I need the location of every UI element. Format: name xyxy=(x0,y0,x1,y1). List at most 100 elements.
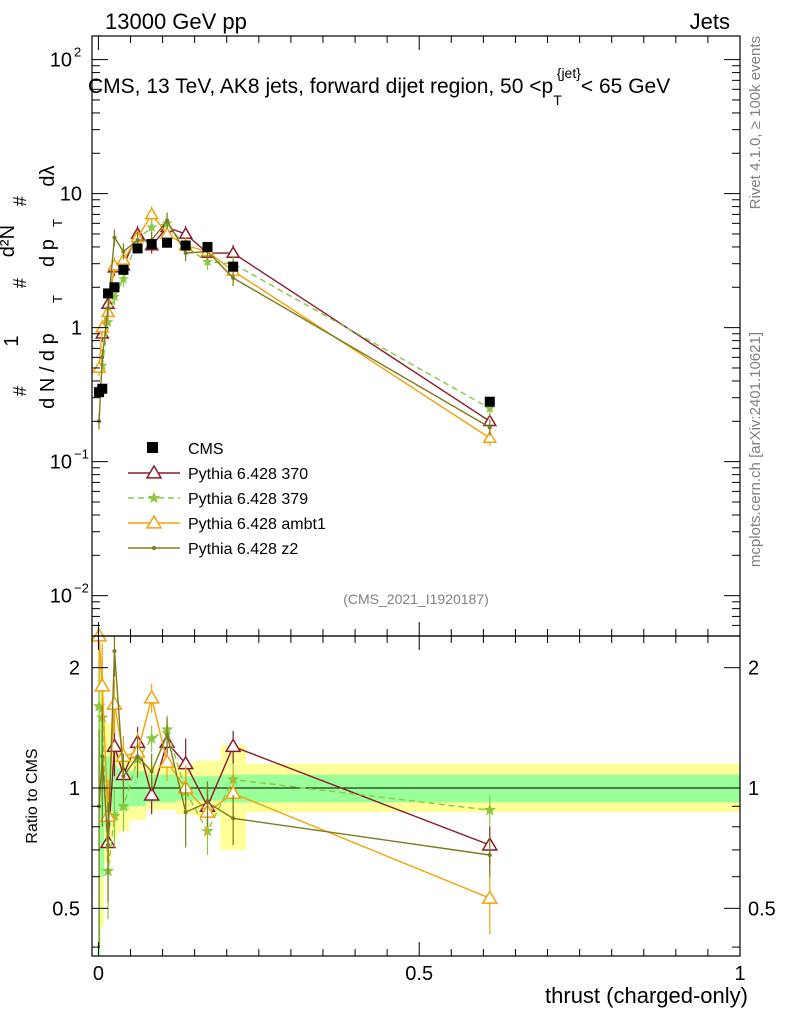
chart-title: CMS, 13 TeV, AK8 jets, forward dijet reg… xyxy=(88,65,670,108)
y-label-text: # 1 d N / d p T # d²N d p T # dλ xyxy=(0,165,67,408)
cms-data-point xyxy=(132,243,143,254)
y-tick-exponent: −2 xyxy=(74,581,89,596)
y-label-d2n: d²N xyxy=(0,225,19,257)
cms-data-point xyxy=(146,239,157,250)
cms-data-point xyxy=(118,264,129,275)
series-point-379 xyxy=(117,273,130,284)
y-tick-exponent: −1 xyxy=(74,447,89,462)
cms-data-point xyxy=(103,288,114,299)
legend-marker-370 xyxy=(145,464,163,479)
legend: CMS Pythia 6.428 370 Pythia 6.428 379 Pythi… xyxy=(128,441,326,558)
ratio-point-ambt1 xyxy=(106,695,123,710)
ratio-y-label: Ratio to CMS xyxy=(24,748,41,843)
x-tick-label: 0.5 xyxy=(405,963,433,985)
series-point-z2 xyxy=(165,218,170,223)
ratio-point-z2 xyxy=(121,774,126,779)
cms-data-point xyxy=(109,282,120,293)
x-tick-label: 0 xyxy=(93,963,104,985)
ratio-band-stat xyxy=(129,771,146,807)
ratio-band-stat xyxy=(157,774,177,803)
series-line-370 xyxy=(101,226,491,422)
series-point-z2 xyxy=(121,249,126,254)
y-label-hash1: # xyxy=(10,386,30,396)
ratio-band-stat xyxy=(111,765,118,815)
y-label-hash2: # xyxy=(10,278,30,288)
y-label-hash3: # xyxy=(10,196,30,206)
series-point-z2 xyxy=(106,306,111,311)
ratio-point-z2 xyxy=(149,769,154,774)
cms-data-layer xyxy=(94,237,495,407)
series-line-379 xyxy=(101,222,491,409)
series-point-z2 xyxy=(487,425,492,430)
ratio-uncertainty-bands xyxy=(98,636,740,956)
jets-label: Jets xyxy=(690,9,730,34)
ratio-line-379 xyxy=(98,706,490,872)
legend-marker-z2 xyxy=(152,546,156,550)
cms-data-point xyxy=(484,396,495,407)
series-point-379 xyxy=(201,255,213,267)
series-line-ambt1 xyxy=(98,213,491,439)
ratio-tick-label-right: 1 xyxy=(748,778,759,800)
ratio-line-z2 xyxy=(98,651,490,856)
cms-data-point xyxy=(180,240,191,251)
ratio-point-z2 xyxy=(183,810,188,815)
ratio-point-370 xyxy=(143,786,160,801)
series-point-379 xyxy=(146,221,158,233)
ratio-line-ambt1 xyxy=(98,635,491,899)
cms-data-point xyxy=(202,241,213,252)
y-tick-label: 10 xyxy=(50,452,72,474)
legend-marker-379 xyxy=(147,491,161,504)
y-tick-label: 10 xyxy=(60,184,82,206)
y-label-sub-t1: T xyxy=(50,295,65,303)
y-tick-label: 1 xyxy=(71,318,82,340)
ratio-point-z2 xyxy=(100,754,105,759)
mcplots-label: mcplots.cern.ch [arXiv:2401.10621] xyxy=(747,332,764,567)
ratio-plot-frame xyxy=(91,635,741,957)
y-label-dpt: d p xyxy=(37,239,59,267)
y-label-dlambda: dλ xyxy=(37,165,59,186)
legend-label-z2: Pythia 6.428 z2 xyxy=(188,541,298,558)
ratio-point-379 xyxy=(145,731,159,744)
ratio-point-379 xyxy=(117,799,130,812)
collision-label: 13000 GeV pp xyxy=(105,9,247,34)
series-point-ambt1 xyxy=(144,206,159,220)
y-axis-label: # 1 d N / d p T # d²N d p T # dλ xyxy=(0,165,67,408)
ratio-point-ambt1 xyxy=(90,627,108,642)
legend-label-379: Pythia 6.428 379 xyxy=(188,491,308,508)
legend-marker-cms xyxy=(147,442,158,453)
ratio-point-z2 xyxy=(135,754,140,759)
ratio-tick-label-left: 2 xyxy=(69,658,80,680)
y-label-dndpt: d N / d p xyxy=(37,333,59,409)
ratio-point-z2 xyxy=(205,800,210,805)
ratio-point-z2 xyxy=(487,852,492,857)
ratio-tick-label-right: 2 xyxy=(748,658,759,680)
rivet-version-label: Rivet 4.1.0, ≥ 100k events xyxy=(747,36,764,209)
chart-title-main: CMS, 13 TeV, AK8 jets, forward dijet reg… xyxy=(88,65,670,108)
legend-label-ambt1: Pythia 6.428 ambt1 xyxy=(188,516,326,533)
ratio-point-z2 xyxy=(165,732,170,737)
title-sup-jet: {jet} xyxy=(557,65,581,81)
ratio-point-z2 xyxy=(231,816,236,821)
ratio-point-ambt1 xyxy=(158,753,176,768)
ratio-tick-label-left: 1 xyxy=(69,778,80,800)
y-tick-label: 10 xyxy=(50,50,72,72)
legend-marker-ambt1 xyxy=(145,514,163,529)
y-tick-label: 10 xyxy=(50,586,72,608)
y-tick-exponent: 2 xyxy=(74,45,81,60)
ratio-point-ambt1 xyxy=(481,889,499,904)
x-tick-label: 1 xyxy=(734,963,745,985)
ratio-point-ambt1 xyxy=(93,677,111,692)
cms-data-point xyxy=(97,383,108,394)
ratio-point-379 xyxy=(483,803,497,816)
series-line-z2 xyxy=(98,219,491,429)
x-axis-label: thrust (charged-only) xyxy=(545,983,748,1008)
ratio-point-z2 xyxy=(106,843,111,848)
series-point-z2 xyxy=(231,275,236,280)
title-sub-t: T xyxy=(553,92,562,108)
y-label-sub-t2: T xyxy=(50,219,65,227)
legend-label-cms: CMS xyxy=(188,441,224,458)
ratio-series-layer xyxy=(90,627,499,948)
series-point-ambt1 xyxy=(482,430,498,443)
